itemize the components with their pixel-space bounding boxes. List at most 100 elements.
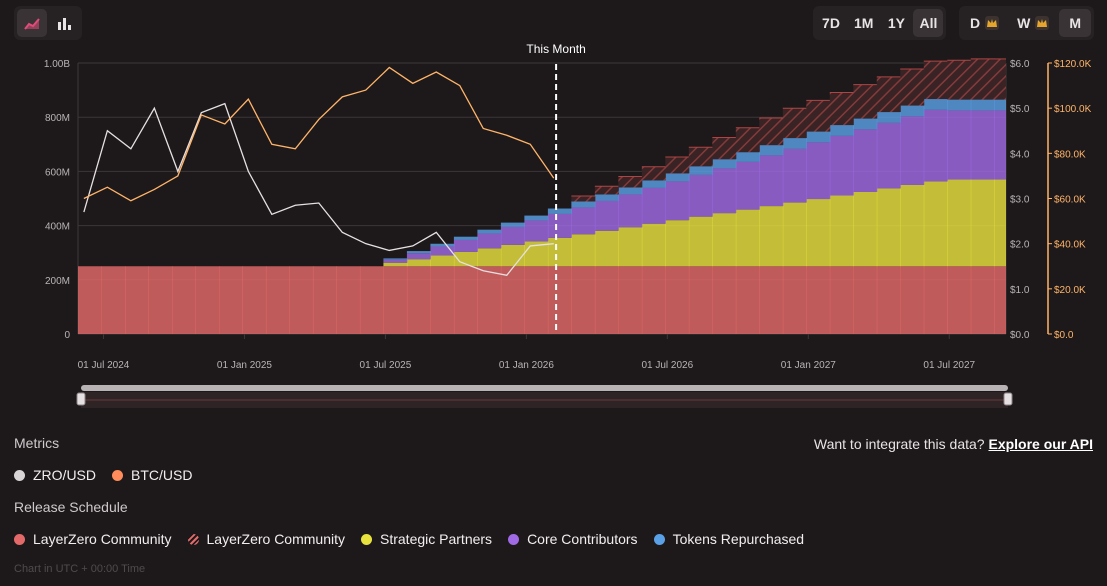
supply-bar — [618, 266, 643, 334]
supply-bar — [524, 241, 549, 267]
supply-bar — [430, 266, 455, 334]
zro-price-line — [83, 102, 554, 276]
interval-week-label: W — [1017, 15, 1031, 31]
supply-bar — [735, 209, 760, 267]
supply-areas — [78, 58, 1006, 334]
explore-api-link[interactable]: Explore our API — [988, 436, 1093, 452]
x-tick-label: 01 Jul 2026 — [641, 360, 693, 371]
community-hatched-bar — [665, 157, 690, 174]
range-all-button[interactable]: All — [913, 9, 944, 37]
supply-bar — [594, 194, 619, 201]
supply-bar — [876, 122, 901, 189]
supply-bar — [641, 180, 666, 188]
supply-tick-label: 1.00B — [44, 59, 70, 70]
supply-bar — [923, 181, 948, 267]
supply-bar — [712, 213, 737, 267]
zro-tick-label: $6.0 — [1010, 59, 1030, 70]
supply-bar — [547, 266, 572, 334]
supply-bar — [923, 266, 948, 334]
x-tick-label: 01 Jul 2025 — [360, 360, 412, 371]
supply-bar — [547, 208, 572, 214]
supply-bar — [406, 259, 431, 267]
supply-bar — [712, 266, 737, 334]
supply-bar — [618, 227, 643, 267]
slider-left-handle[interactable] — [76, 392, 86, 406]
supply-bar — [383, 266, 408, 334]
repurchased-legend-dot — [653, 533, 665, 545]
supply-bar — [265, 266, 290, 334]
supply-bar — [735, 152, 760, 162]
legend-core-contributors[interactable]: Core Contributors — [508, 531, 638, 547]
zro-tick-label: $1.0 — [1010, 285, 1030, 296]
supply-bar — [406, 253, 431, 260]
supply-bar — [665, 181, 690, 221]
supply-bar — [782, 138, 807, 149]
legend-tokens-repurchased[interactable]: Tokens Repurchased — [653, 531, 804, 547]
api-promo: Want to integrate this data? Explore our… — [814, 436, 1093, 452]
supply-bar — [312, 266, 337, 334]
supply-bar — [876, 188, 901, 267]
bar-chart-button[interactable] — [49, 9, 79, 37]
zro-tick-label: $3.0 — [1010, 195, 1030, 206]
supply-bar — [806, 131, 831, 143]
interval-month-button[interactable]: M — [1059, 9, 1092, 37]
legend-layerzero-community[interactable]: LayerZero Community — [14, 531, 172, 547]
zro-tick-label: $2.0 — [1010, 240, 1030, 251]
supply-tick-label: 200M — [45, 276, 70, 287]
bar-chart-icon — [58, 18, 71, 30]
area-chart-button[interactable] — [17, 9, 47, 37]
supply-bar — [571, 234, 596, 267]
supply-bar — [289, 266, 314, 334]
supply-bar — [853, 129, 878, 192]
range-7d-button[interactable]: 7D — [822, 15, 840, 31]
range-slider[interactable] — [76, 385, 1013, 408]
legend-strategic-partners[interactable]: Strategic Partners — [361, 531, 492, 547]
community-hatched-bar — [806, 100, 831, 132]
legend-btc-usd[interactable]: BTC/USD — [112, 467, 192, 483]
zro-tick-label: $4.0 — [1010, 149, 1030, 160]
supply-bar — [453, 236, 478, 240]
legend-label: LayerZero Community — [206, 531, 346, 547]
supply-bar — [524, 266, 549, 334]
interval-week-button[interactable]: W — [1009, 9, 1057, 37]
community-hatched-bar — [947, 60, 972, 100]
community-hatched-bar — [712, 137, 737, 160]
release-legend: LayerZero Community LayerZero Community … — [14, 531, 804, 547]
legend-label: ZRO/USD — [33, 467, 96, 483]
supply-bar — [242, 266, 267, 334]
chart-axes: 0 200M 400M 600M 800M 1.00B $0.0 $1.0 $2.0 $3.0 $4… — [44, 59, 1092, 371]
btc-tick-label: $40.0K — [1054, 240, 1086, 251]
community-hatched-bar — [571, 196, 596, 202]
supply-tick-label: 0 — [64, 330, 70, 341]
supply-bar — [829, 125, 854, 136]
range-1m-button[interactable]: 1M — [854, 15, 874, 31]
interval-day-button[interactable]: D — [962, 9, 1007, 37]
community-hatched-bar — [641, 166, 666, 181]
timezone-note: Chart in UTC + 00:00 Time — [14, 563, 146, 575]
supply-bar — [853, 191, 878, 267]
x-tick-label: 01 Jul 2027 — [923, 360, 975, 371]
supply-bar — [947, 266, 972, 334]
supply-bar — [430, 243, 455, 247]
legend-layerzero-community-locked[interactable]: LayerZero Community — [187, 531, 346, 547]
supply-bar — [430, 246, 455, 256]
slider-right-handle[interactable] — [1003, 392, 1013, 406]
x-tick-label: 01 Jan 2027 — [781, 360, 836, 371]
community-hatched-bar — [735, 127, 760, 153]
supply-bar — [900, 116, 925, 185]
community-hatched-bar — [759, 118, 784, 146]
supply-bar — [759, 266, 784, 334]
supply-bar — [688, 266, 713, 334]
supply-bar — [970, 179, 995, 267]
btc-price-line — [83, 66, 555, 202]
community-hatched-bar — [594, 186, 619, 195]
supply-bar — [994, 99, 1006, 111]
supply-bar — [806, 142, 831, 200]
supply-bar — [477, 233, 502, 249]
legend-zro-usd[interactable]: ZRO/USD — [14, 467, 96, 483]
community-hatched-bar — [994, 58, 1006, 100]
strategic-legend-dot — [361, 533, 372, 545]
supply-bar — [453, 251, 478, 267]
x-tick-label: 01 Jan 2026 — [499, 360, 554, 371]
range-1y-button[interactable]: 1Y — [887, 15, 906, 31]
